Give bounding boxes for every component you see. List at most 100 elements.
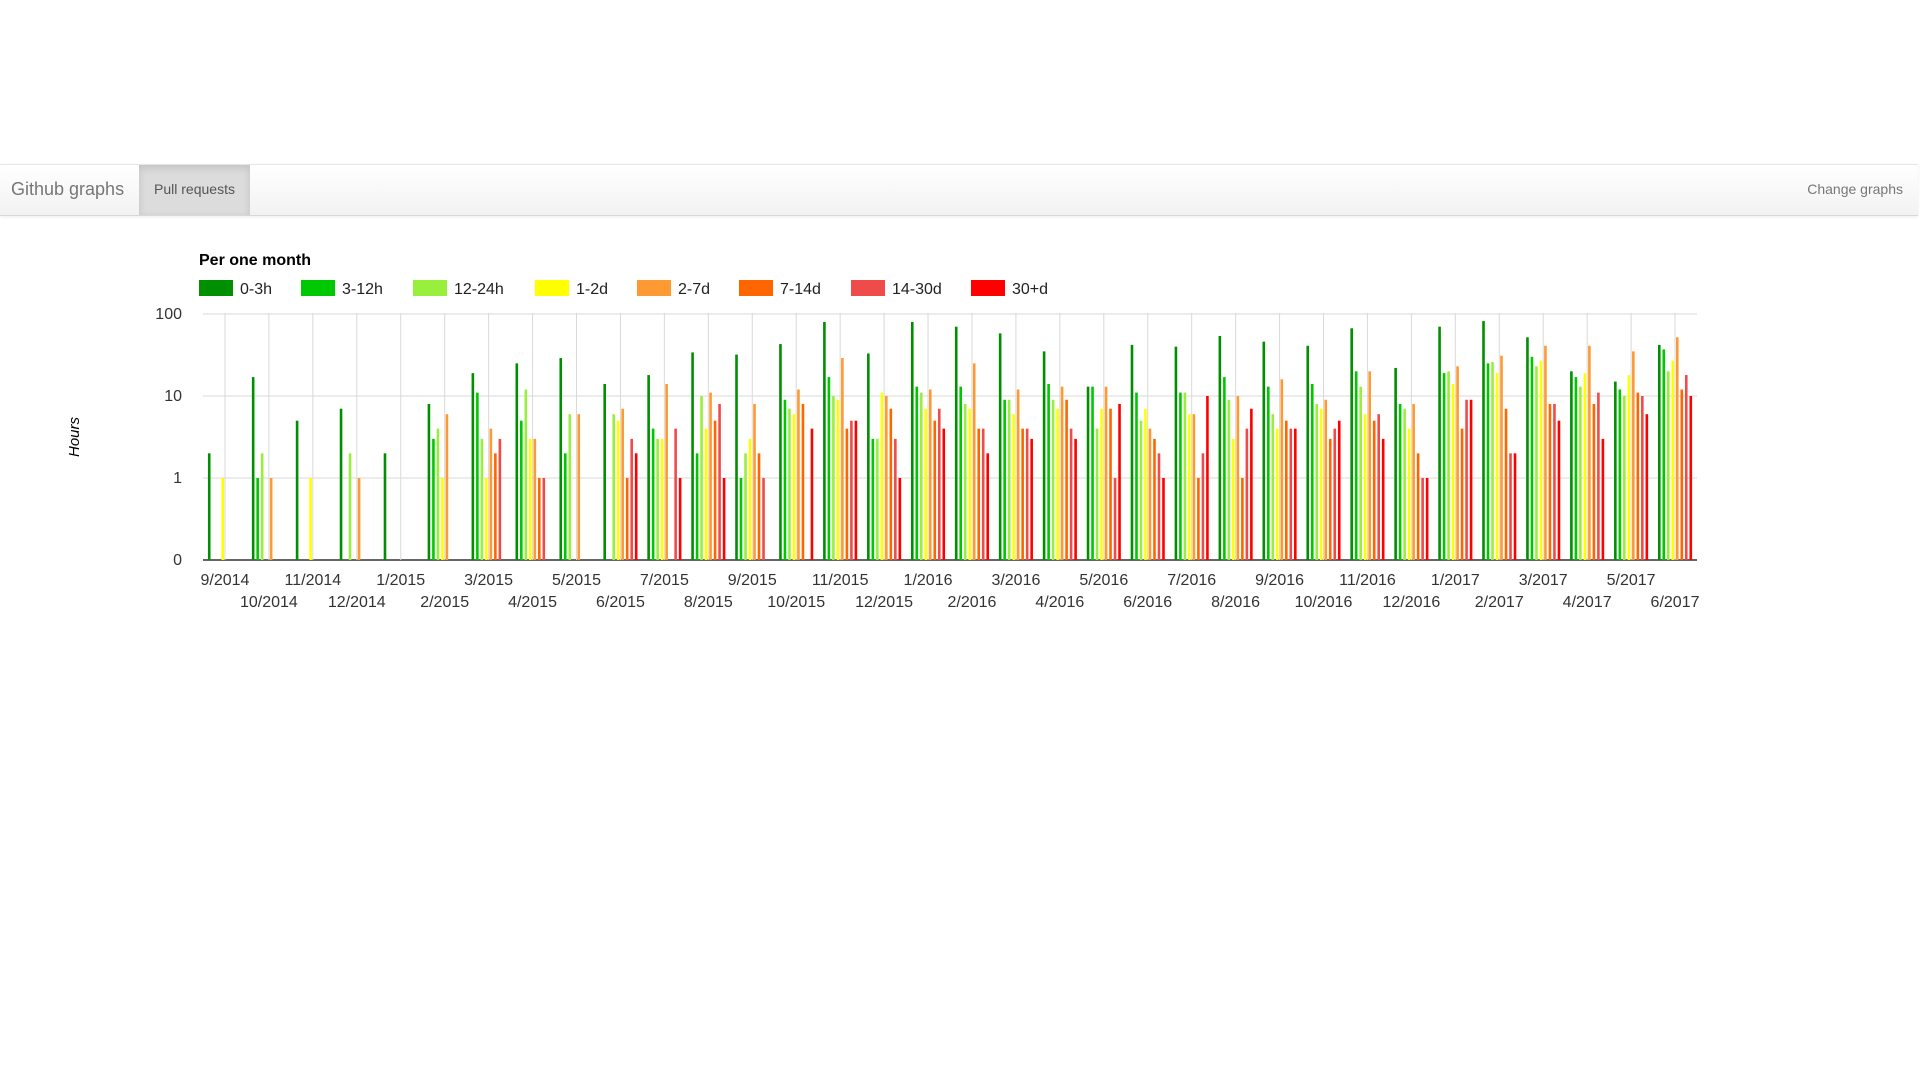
bar-2-7d-4/2016[interactable] bbox=[1060, 386, 1064, 560]
bar-30+d-6/2017[interactable] bbox=[1689, 396, 1693, 560]
bar-7-14d-9/2015[interactable] bbox=[757, 453, 761, 560]
bar-0-3h-1/2015[interactable] bbox=[383, 453, 387, 560]
legend-label-30+d[interactable]: 30+d bbox=[1012, 281, 1048, 298]
bar-3-12h-5/2016[interactable] bbox=[1091, 386, 1094, 560]
bar-0-3h-7/2015[interactable] bbox=[647, 375, 650, 560]
bar-7-14d-12/2016[interactable] bbox=[1416, 453, 1420, 560]
bar-7-14d-1/2017[interactable] bbox=[1460, 428, 1464, 560]
bar-12-24h-1/2016[interactable] bbox=[919, 392, 923, 560]
bar-2-7d-3/2017[interactable] bbox=[1544, 345, 1547, 560]
bar-30+d-11/2015[interactable] bbox=[854, 420, 858, 560]
bar-1-2d-2/2015[interactable] bbox=[441, 478, 444, 560]
bar-12-24h-4/2015[interactable] bbox=[524, 389, 528, 560]
bar-14-30d-11/2015[interactable] bbox=[850, 420, 853, 560]
bar-14-30d-4/2015[interactable] bbox=[542, 478, 546, 560]
bar-7-14d-12/2015[interactable] bbox=[889, 408, 893, 560]
bar-3-12h-10/2014[interactable] bbox=[256, 478, 259, 560]
bar-30+d-6/2016[interactable] bbox=[1162, 478, 1165, 560]
bar-7-14d-5/2017[interactable] bbox=[1636, 392, 1640, 560]
bar-30+d-8/2015[interactable] bbox=[722, 478, 726, 560]
bar-7-14d-4/2017[interactable] bbox=[1592, 403, 1596, 560]
bar-0-3h-4/2015[interactable] bbox=[515, 363, 519, 560]
legend-label-7-14d[interactable]: 7-14d bbox=[780, 281, 821, 298]
bar-1-2d-3/2016[interactable] bbox=[1012, 414, 1015, 560]
bar-3-12h-9/2015[interactable] bbox=[739, 478, 743, 560]
bar-1-2d-8/2016[interactable] bbox=[1232, 438, 1235, 560]
legend-swatch-12-24h[interactable] bbox=[413, 280, 447, 296]
bar-2-7d-5/2017[interactable] bbox=[1632, 351, 1635, 560]
bar-3-12h-12/2015[interactable] bbox=[871, 438, 875, 560]
bar-0-3h-2/2015[interactable] bbox=[427, 403, 431, 560]
bar-7-14d-5/2016[interactable] bbox=[1109, 408, 1112, 560]
bar-12-24h-3/2015[interactable] bbox=[480, 438, 484, 560]
bar-12-24h-7/2015[interactable] bbox=[656, 438, 659, 560]
bar-0-3h-4/2017[interactable] bbox=[1570, 371, 1573, 560]
bar-7-14d-4/2015[interactable] bbox=[538, 478, 541, 560]
bar-2-7d-4/2017[interactable] bbox=[1588, 345, 1591, 560]
bar-2-7d-8/2015[interactable] bbox=[709, 392, 712, 560]
bar-30+d-12/2015[interactable] bbox=[898, 478, 902, 560]
bar-30+d-2/2016[interactable] bbox=[986, 453, 990, 560]
bar-3-12h-8/2015[interactable] bbox=[695, 453, 699, 560]
bar-12-24h-11/2016[interactable] bbox=[1359, 386, 1362, 560]
bar-3-12h-6/2017[interactable] bbox=[1662, 349, 1666, 560]
bar-2-7d-4/2015[interactable] bbox=[533, 438, 537, 560]
bar-3-12h-2/2017[interactable] bbox=[1486, 363, 1490, 560]
bar-30+d-4/2016[interactable] bbox=[1074, 438, 1077, 560]
bar-0-3h-8/2016[interactable] bbox=[1218, 335, 1222, 560]
bar-2-7d-7/2015[interactable] bbox=[665, 384, 668, 560]
legend-swatch-30+d[interactable] bbox=[971, 280, 1005, 296]
bar-0-3h-4/2016[interactable] bbox=[1042, 351, 1046, 560]
bar-30+d-3/2017[interactable] bbox=[1557, 420, 1561, 560]
bar-7-14d-1/2016[interactable] bbox=[933, 420, 937, 560]
bar-3-12h-8/2016[interactable] bbox=[1223, 377, 1226, 560]
bar-14-30d-6/2017[interactable] bbox=[1684, 375, 1688, 560]
bar-1-2d-9/2016[interactable] bbox=[1276, 428, 1279, 560]
bar-2-7d-2/2015[interactable] bbox=[445, 414, 449, 560]
bar-12-24h-2/2016[interactable] bbox=[963, 403, 967, 560]
bar-7-14d-11/2016[interactable] bbox=[1372, 420, 1376, 560]
bar-14-30d-7/2015[interactable] bbox=[674, 428, 677, 560]
bar-0-3h-7/2016[interactable] bbox=[1174, 346, 1178, 560]
bar-0-3h-9/2014[interactable] bbox=[207, 453, 211, 560]
bar-14-30d-2/2017[interactable] bbox=[1509, 453, 1512, 560]
legend-swatch-0-3h[interactable] bbox=[199, 280, 233, 296]
bar-1-2d-4/2016[interactable] bbox=[1056, 408, 1059, 560]
bar-3-12h-10/2016[interactable] bbox=[1310, 384, 1314, 560]
bar-3-12h-3/2016[interactable] bbox=[1003, 399, 1006, 560]
bar-1-2d-9/2014[interactable] bbox=[221, 478, 225, 560]
bar-1-2d-10/2016[interactable] bbox=[1319, 408, 1323, 560]
bar-2-7d-6/2017[interactable] bbox=[1675, 337, 1679, 560]
bar-14-30d-4/2016[interactable] bbox=[1069, 428, 1073, 560]
bar-1-2d-11/2014[interactable] bbox=[309, 478, 312, 560]
bar-12-24h-8/2016[interactable] bbox=[1227, 399, 1231, 560]
legend-label-3-12h[interactable]: 3-12h bbox=[342, 281, 383, 298]
bar-12-24h-1/2017[interactable] bbox=[1447, 371, 1450, 560]
bar-2-7d-5/2015[interactable] bbox=[577, 414, 581, 560]
bar-1-2d-6/2015[interactable] bbox=[616, 420, 620, 560]
bar-2-7d-9/2016[interactable] bbox=[1280, 379, 1284, 560]
bar-0-3h-10/2015[interactable] bbox=[779, 344, 782, 560]
bar-3-12h-6/2016[interactable] bbox=[1135, 392, 1138, 560]
bar-30+d-7/2015[interactable] bbox=[678, 478, 682, 560]
bar-0-3h-6/2016[interactable] bbox=[1130, 344, 1134, 560]
bar-3-12h-3/2017[interactable] bbox=[1530, 356, 1534, 560]
bar-0-3h-3/2015[interactable] bbox=[471, 373, 475, 560]
bar-2-7d-10/2014[interactable] bbox=[269, 478, 273, 560]
bar-2-7d-1/2016[interactable] bbox=[928, 389, 932, 560]
bar-2-7d-1/2017[interactable] bbox=[1456, 366, 1459, 560]
bar-1-2d-3/2017[interactable] bbox=[1539, 360, 1543, 560]
bar-2-7d-3/2015[interactable] bbox=[489, 428, 493, 560]
bar-7-14d-3/2016[interactable] bbox=[1021, 428, 1024, 560]
bar-3-12h-4/2015[interactable] bbox=[520, 420, 523, 560]
bar-7-14d-6/2017[interactable] bbox=[1680, 389, 1684, 560]
bar-12-24h-9/2015[interactable] bbox=[744, 453, 747, 560]
bar-12-24h-12/2015[interactable] bbox=[876, 438, 879, 560]
bar-30+d-7/2016[interactable] bbox=[1206, 396, 1209, 560]
bar-3-12h-4/2016[interactable] bbox=[1047, 384, 1050, 560]
bar-1-2d-3/2015[interactable] bbox=[485, 478, 488, 560]
bar-7-14d-9/2016[interactable] bbox=[1285, 420, 1288, 560]
bar-0-3h-11/2016[interactable] bbox=[1350, 328, 1353, 560]
bar-1-2d-6/2017[interactable] bbox=[1671, 360, 1675, 560]
bar-12-24h-6/2017[interactable] bbox=[1666, 371, 1670, 560]
